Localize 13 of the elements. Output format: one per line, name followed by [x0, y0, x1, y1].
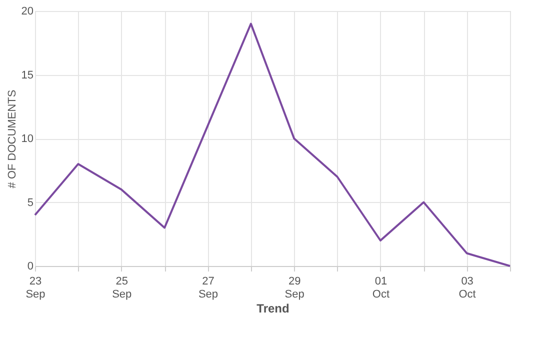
x-tick-label: 25 Sep	[112, 276, 132, 300]
x-axis-title: Trend	[256, 302, 290, 316]
y-tick-label: 20	[21, 6, 34, 18]
x-tick-label: 27 Sep	[198, 276, 218, 300]
y-tick-label: 10	[21, 133, 34, 145]
x-tick-label: 29 Sep	[284, 276, 304, 300]
x-tick-label: 01 Oct	[372, 276, 390, 300]
y-tick-label: 0	[27, 260, 34, 272]
x-tick-label: 03 Oct	[458, 276, 476, 300]
y-tick-label: 15	[21, 69, 34, 82]
y-tick-label: 5	[27, 196, 34, 209]
y-axis-title: # OF DOCUMENTS	[6, 90, 18, 188]
x-tick-label: 23 Sep	[26, 276, 46, 300]
